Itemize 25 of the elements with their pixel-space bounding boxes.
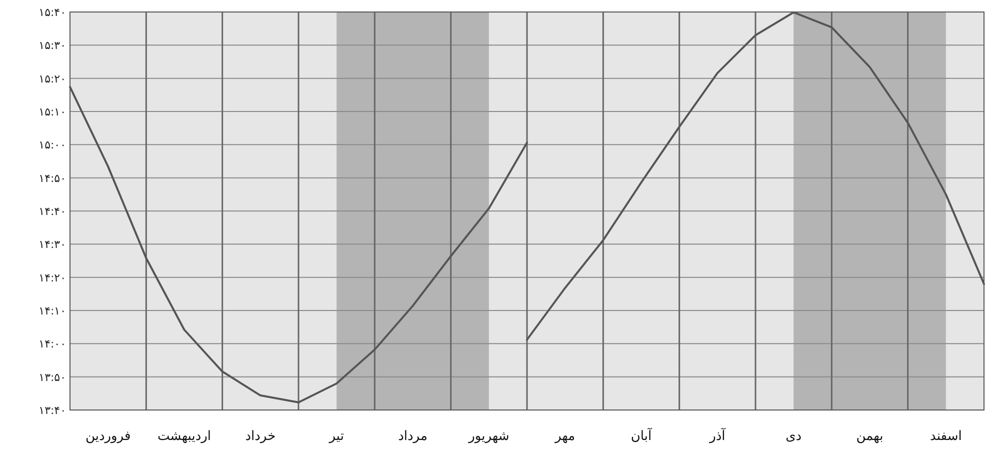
y-tick-label: ۱۵:۱۰ (38, 106, 66, 118)
x-tick-label: فروردین (85, 429, 131, 444)
x-tick-label: اردیبهشت (157, 429, 212, 444)
y-tick-label: ۱۵:۰۰ (38, 138, 66, 152)
x-tick-label: شهریور (468, 429, 510, 444)
x-tick-label: مهر (554, 429, 576, 444)
x-tick-label: تیر (328, 429, 344, 444)
x-tick-label: دی (786, 429, 802, 444)
y-tick-label: ۱۴:۳۰ (38, 238, 66, 252)
y-tick-label: ۱۴:۱۰ (38, 304, 66, 318)
x-tick-label: مرداد (398, 429, 428, 444)
y-tick-label: ۱۴:۴۰ (38, 205, 66, 218)
x-tick-label: آبان (630, 427, 653, 444)
y-tick-label: ۱۴:۲۰ (38, 271, 66, 284)
x-tick-label: بهمن (856, 429, 884, 444)
y-tick-label: ۱۳:۴۰ (38, 404, 66, 417)
y-tick-label: ۱۵:۴۰ (38, 6, 66, 19)
x-tick-label: خرداد (245, 429, 276, 444)
x-tick-label: اسفند (930, 429, 962, 444)
y-tick-label: ۱۳:۵۰ (38, 370, 66, 384)
x-tick-label: آذر (708, 427, 727, 444)
y-tick-label: ۱۴:۰۰ (38, 338, 66, 351)
y-tick-label: ۱۵:۲۰ (38, 72, 66, 86)
y-tick-label: ۱۵:۳۰ (38, 39, 66, 52)
y-tick-label: ۱۴:۵۰ (38, 172, 66, 185)
